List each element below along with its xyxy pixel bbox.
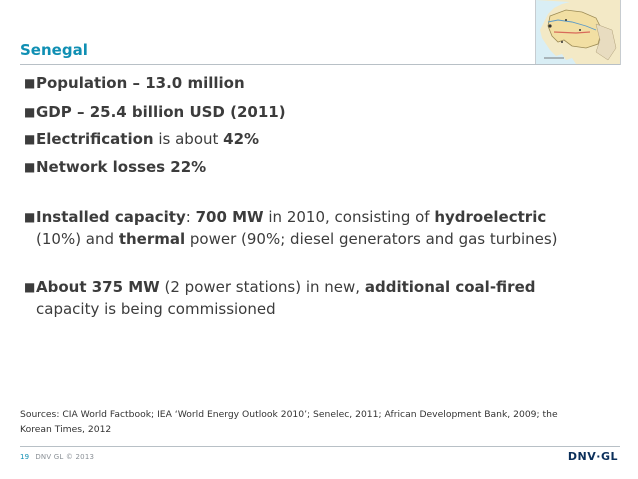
capacity-label: Installed capacity [36,208,186,226]
capacity-text: in 2010, consisting of [263,208,435,226]
bullet-network-losses: ■ Network losses 22% [20,156,620,178]
bullet-population: ■ Population – 13.0 million [20,72,620,94]
coal-capacity: About 375 MW [36,278,160,296]
bullet-square-icon: ■ [24,210,36,224]
electrification-text: is about [153,130,224,148]
capacity-thermal: thermal [118,230,186,248]
title-divider [20,64,620,65]
capacity-hydro-share: (10%) and [36,230,119,248]
sources-line-2: Korean Times, 2012 [20,424,112,435]
bullet-square-icon: ■ [24,132,36,146]
capacity-thermal-detail: power (90%; diesel generators and gas tu… [185,230,558,248]
electrification-label: Electrification [36,130,154,148]
network-losses-text: Network losses 22% [36,158,207,176]
bullet-square-icon: ■ [24,105,36,119]
capacity-value: 700 MW [195,208,264,226]
bullet-electrification: ■ Electrification is about 42% [20,128,620,150]
sources-line-1: Sources: CIA World Factbook; IEA ‘World … [20,409,558,420]
map-icon [536,0,620,64]
senegal-map-image [535,0,621,65]
coal-additional: additional coal-fired [364,278,536,296]
bullet-square-icon: ■ [24,160,36,174]
copyright: DNV GL © 2013 [35,453,95,461]
electrification-value: 42% [223,130,260,148]
bullet-installed-capacity: ■ Installed capacity: 700 MW in 2010, co… [20,206,620,250]
footer-divider [20,446,620,447]
capacity-hydro: hydroelectric [434,208,547,226]
bullet-square-icon: ■ [24,76,36,90]
slide-title: Senegal [20,41,88,59]
population-text: Population – 13.0 million [36,74,245,92]
sources: Sources: CIA World Factbook; IEA ‘World … [20,407,620,437]
gdp-text: GDP – 25.4 billion USD (2011) [36,103,286,121]
page-number: 19 [20,453,30,461]
bullet-gdp: ■ GDP – 25.4 billion USD (2011) [20,101,620,123]
dnv-gl-logo: DNV·GL [567,450,618,463]
bullet-square-icon: ■ [24,280,36,294]
coal-text: (2 power stations) in new, [159,278,365,296]
capacity-sep: : [185,208,196,226]
coal-commissioned: capacity is being commissioned [36,300,276,318]
footer: 19 DNV GL © 2013 [20,453,94,461]
bullet-coal-fired: ■ About 375 MW (2 power stations) in new… [20,276,620,320]
